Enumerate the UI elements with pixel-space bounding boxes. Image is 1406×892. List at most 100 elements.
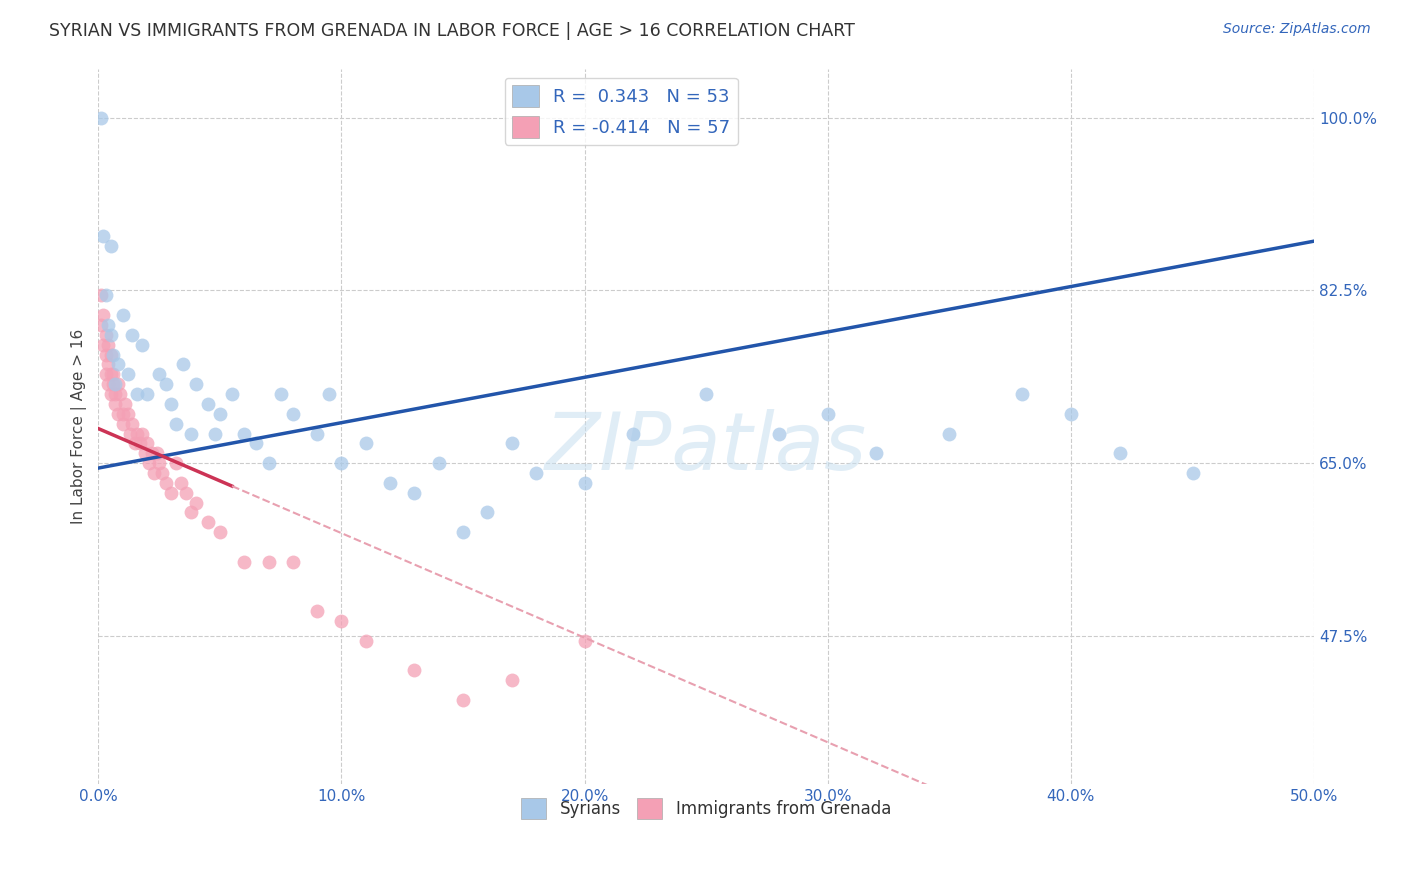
- Point: [170, 475, 193, 490]
- Point: [768, 426, 790, 441]
- Point: [100, 348, 122, 362]
- Point: [121, 327, 143, 342]
- Point: [136, 436, 159, 450]
- Point: [574, 475, 596, 490]
- Point: [101, 348, 124, 362]
- Point: [404, 663, 426, 677]
- Point: [91, 229, 114, 244]
- Point: [160, 397, 183, 411]
- Point: [148, 368, 170, 382]
- Point: [118, 426, 141, 441]
- Point: [307, 426, 329, 441]
- Point: [94, 327, 117, 342]
- Point: [257, 456, 280, 470]
- Point: [451, 693, 474, 707]
- Point: [184, 377, 207, 392]
- Point: [94, 348, 117, 362]
- Point: [172, 358, 194, 372]
- Point: [100, 368, 122, 382]
- Point: [270, 387, 292, 401]
- Point: [127, 426, 149, 441]
- Point: [197, 397, 219, 411]
- Point: [208, 407, 231, 421]
- Point: [91, 308, 114, 322]
- Point: [94, 288, 117, 302]
- Point: [131, 337, 153, 351]
- Legend: Syrians, Immigrants from Grenada: Syrians, Immigrants from Grenada: [515, 792, 898, 825]
- Point: [111, 417, 134, 431]
- Point: [233, 426, 256, 441]
- Point: [695, 387, 717, 401]
- Point: [354, 633, 377, 648]
- Point: [97, 318, 120, 332]
- Point: [114, 397, 136, 411]
- Point: [155, 475, 177, 490]
- Point: [184, 495, 207, 509]
- Point: [233, 555, 256, 569]
- Point: [127, 387, 149, 401]
- Point: [354, 436, 377, 450]
- Point: [94, 368, 117, 382]
- Point: [180, 505, 202, 519]
- Point: [90, 288, 112, 302]
- Point: [117, 368, 139, 382]
- Point: [197, 516, 219, 530]
- Point: [110, 387, 132, 401]
- Point: [155, 377, 177, 392]
- Point: [107, 377, 129, 392]
- Point: [208, 525, 231, 540]
- Point: [128, 436, 150, 450]
- Point: [150, 466, 173, 480]
- Point: [101, 368, 124, 382]
- Point: [101, 377, 124, 392]
- Point: [97, 358, 120, 372]
- Point: [1108, 446, 1130, 460]
- Point: [148, 456, 170, 470]
- Text: Source: ZipAtlas.com: Source: ZipAtlas.com: [1223, 22, 1371, 37]
- Point: [378, 475, 401, 490]
- Point: [477, 505, 499, 519]
- Point: [180, 426, 202, 441]
- Point: [1181, 466, 1204, 480]
- Point: [90, 318, 112, 332]
- Point: [165, 417, 187, 431]
- Point: [97, 337, 120, 351]
- Point: [330, 614, 353, 628]
- Point: [100, 239, 122, 253]
- Point: [817, 407, 839, 421]
- Point: [281, 555, 304, 569]
- Point: [134, 446, 156, 460]
- Point: [318, 387, 340, 401]
- Point: [524, 466, 547, 480]
- Point: [427, 456, 450, 470]
- Point: [160, 485, 183, 500]
- Point: [938, 426, 960, 441]
- Point: [121, 417, 143, 431]
- Point: [111, 308, 134, 322]
- Point: [104, 397, 127, 411]
- Point: [501, 673, 523, 688]
- Text: SYRIAN VS IMMIGRANTS FROM GRENADA IN LABOR FORCE | AGE > 16 CORRELATION CHART: SYRIAN VS IMMIGRANTS FROM GRENADA IN LAB…: [49, 22, 855, 40]
- Point: [111, 407, 134, 421]
- Point: [97, 377, 120, 392]
- Point: [100, 387, 122, 401]
- Point: [141, 446, 163, 460]
- Point: [165, 456, 187, 470]
- Point: [1011, 387, 1033, 401]
- Point: [281, 407, 304, 421]
- Point: [90, 111, 112, 125]
- Point: [124, 436, 146, 450]
- Point: [136, 387, 159, 401]
- Point: [204, 426, 226, 441]
- Point: [107, 358, 129, 372]
- Point: [1060, 407, 1083, 421]
- Point: [131, 426, 153, 441]
- Point: [574, 633, 596, 648]
- Point: [451, 525, 474, 540]
- Point: [404, 485, 426, 500]
- Text: ZIPatlas: ZIPatlas: [546, 409, 868, 486]
- Point: [330, 456, 353, 470]
- Point: [865, 446, 887, 460]
- Point: [138, 456, 160, 470]
- Point: [221, 387, 243, 401]
